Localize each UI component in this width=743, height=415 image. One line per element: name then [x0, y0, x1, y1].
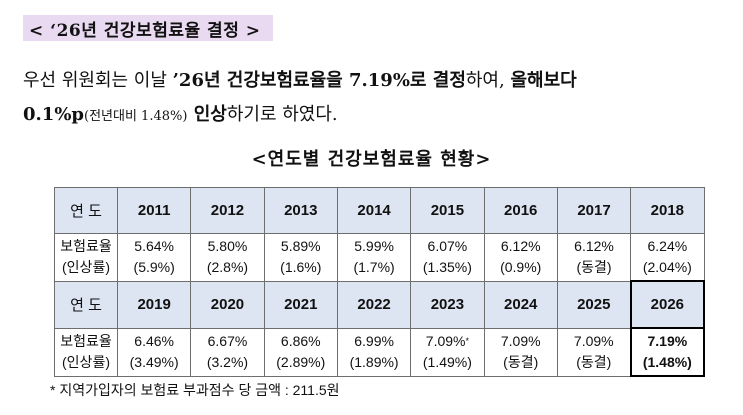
year-cell: 2025 — [556, 280, 632, 329]
summary-paragraph: 우선 위원회는 이날 ’26년 건강보험료율을 7.19%로 결정하여, 올해보… — [23, 64, 733, 134]
rate-value: 5.64% — [134, 238, 174, 255]
table-title: <연도별 건강보험료율 현황> — [251, 149, 492, 170]
year-cell: 2014 — [336, 187, 412, 234]
rate-cell: 6.07% (1.35%) — [410, 233, 485, 282]
rate-value: 6.24% — [647, 238, 688, 254]
change-value: (동결) — [576, 259, 612, 276]
rate-cell: 5.89% (1.6%) — [263, 233, 338, 282]
paragraph-bold-increase: 0.1%p — [23, 104, 85, 125]
paragraph-text: 하여, — [465, 70, 511, 91]
section-heading-text: < ‘26년 건강보험료율 결정 > — [29, 20, 261, 41]
year-cell: 2018 — [630, 187, 705, 234]
rate-value: 5.89% — [280, 238, 321, 255]
year-cell: 2020 — [190, 280, 265, 329]
rate-value: 7.09% — [573, 333, 614, 349]
change-value: (1.7%) — [353, 259, 395, 276]
year-cell: 2013 — [263, 187, 338, 234]
paragraph-bold-raise: 인상 — [187, 104, 227, 125]
rate-value: 6.07% — [427, 238, 468, 255]
rate-value: 6.99% — [354, 333, 394, 349]
change-value: (동결) — [503, 354, 539, 370]
rate-value: 7.09% — [425, 333, 466, 349]
change-value: (2.89%) — [276, 354, 326, 370]
year-header-cell: 연 도 — [54, 280, 118, 329]
year-cell: 2024 — [483, 280, 558, 329]
change-header-label: (인상률) — [62, 354, 110, 370]
rate-header-cell: 보험료율 (인상률) — [54, 327, 118, 377]
rate-header-label: 보험료율 — [60, 333, 112, 349]
paragraph-text: 하기로 하였다. — [226, 104, 338, 125]
rate-cell: 7.09%* (1.49%) — [410, 327, 485, 377]
year-cell: 2026 — [629, 280, 706, 329]
rate-cell: 6.67% (3.2%) — [190, 327, 265, 377]
rate-history-table: 연 도 2011 2012 2013 2014 2015 2016 2017 2018 보험료율(… — [54, 187, 706, 377]
change-value: (0.9%) — [500, 259, 542, 276]
rate-cell: 5.80% (2.8%) — [190, 233, 265, 282]
rate-cell: 6.12% (동결) — [556, 233, 632, 282]
year-cell: 2023 — [410, 280, 485, 329]
change-value: (3.2%) — [206, 354, 249, 370]
section-heading: < ‘26년 건강보험료율 결정 > — [23, 15, 273, 41]
rate-header-label: 보험료율 — [60, 238, 112, 255]
year-cell: 2019 — [116, 280, 192, 329]
rate-cell: 6.46% (3.49%) — [116, 327, 192, 377]
change-value: (1.35%) — [422, 259, 472, 276]
rate-cell: 5.64% (5.9%) — [116, 233, 192, 282]
rate-value: 7.19% — [647, 333, 688, 349]
change-value: (동결) — [576, 354, 612, 370]
change-value: (1.89%) — [349, 354, 399, 370]
year-cell: 2015 — [410, 187, 485, 234]
year-row: 연 도 2011 2012 2013 2014 2015 2016 2017 2018 — [54, 187, 705, 234]
rate-cell: 6.99% (1.89%) — [336, 327, 412, 377]
rate-value: 5.99% — [354, 238, 394, 255]
rate-value: 6.67% — [207, 333, 248, 349]
rate-value: 6.12% — [500, 238, 541, 255]
rate-cell: 6.86% (2.89%) — [263, 327, 338, 377]
year-cell: 2012 — [190, 187, 265, 234]
rate-value: 6.46% — [134, 333, 174, 349]
year-cell: 2022 — [336, 280, 412, 329]
rate-value: 7.09% — [500, 333, 541, 349]
rate-cell: 7.09% (동결) — [483, 327, 558, 377]
change-value: (1.6%) — [280, 259, 322, 276]
change-value: (2.8%) — [206, 259, 249, 276]
rate-cell: 5.99% (1.7%) — [336, 233, 412, 282]
paragraph-bold-compare: 올해보다 — [510, 70, 577, 91]
rate-value: 5.80% — [207, 238, 248, 255]
change-header-label: (인상률) — [62, 259, 110, 276]
rate-row: 보험료율 (인상률) 6.46% (3.49%) 6.67% (3.2%) 6.86% (2.… — [54, 327, 706, 377]
paragraph-text: 우선 위원회는 이날 — [23, 70, 173, 91]
rate-cell: 7.09% (동결) — [556, 327, 632, 377]
change-value: (3.49%) — [129, 354, 179, 370]
change-value: (2.04%) — [642, 259, 692, 275]
rate-cell: 6.24% (2.04%) — [630, 233, 705, 282]
change-value: (5.9%) — [133, 259, 175, 276]
rate-value: 6.86% — [280, 333, 321, 349]
rate-cell: 7.19% (1.48%) — [629, 327, 706, 377]
footnote: * 지역가입자의 보험료 부과점수 당 금액 : 211.5원 — [50, 382, 340, 398]
year-row: 연 도 2019 2020 2021 2022 2023 2024 2025 2026 — [54, 280, 706, 329]
year-cell: 2011 — [116, 187, 192, 234]
change-value: (1.49%) — [422, 354, 472, 370]
footnote-marker: * — [465, 336, 470, 346]
rate-value: 6.12% — [574, 238, 614, 255]
rate-header-cell: 보험료율 (인상률) — [54, 233, 118, 282]
year-cell: 2016 — [483, 187, 558, 234]
paragraph-yoy-note: (전년대비 1.48%) — [84, 109, 188, 124]
change-value: (1.48%) — [642, 354, 692, 370]
rate-row: 보험료율 (인상률) 5.64% (5.9%) 5.80% (2.8%) 5.89% (1.6… — [54, 233, 705, 282]
year-cell: 2021 — [263, 280, 338, 329]
rate-cell: 6.12% (0.9%) — [483, 233, 558, 282]
year-header-cell: 연 도 — [54, 187, 118, 234]
year-cell: 2017 — [556, 187, 632, 234]
paragraph-bold-decision: ’26년 건강보험료율을 7.19%로 결정 — [172, 70, 466, 91]
